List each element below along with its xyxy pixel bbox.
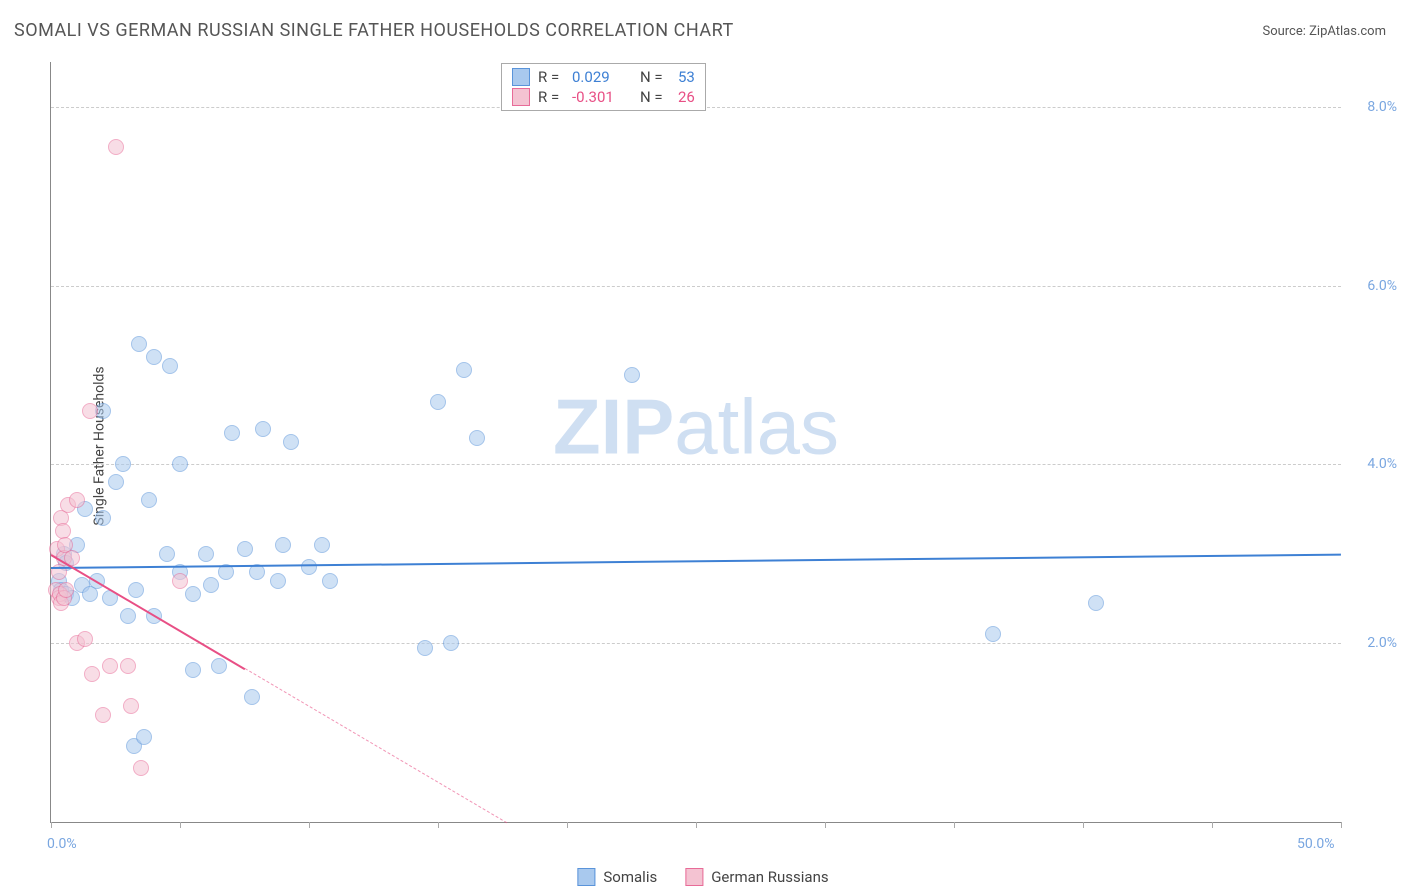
data-point <box>123 698 139 714</box>
data-point <box>133 760 149 776</box>
data-point <box>314 537 330 553</box>
data-point <box>58 582 74 598</box>
x-tick-mark <box>1341 822 1342 828</box>
data-point <box>1088 595 1104 611</box>
trendline-extrapolated <box>244 668 506 823</box>
data-point <box>198 546 214 562</box>
data-point <box>162 358 178 374</box>
data-point <box>283 434 299 450</box>
x-tick-mark <box>51 822 52 828</box>
data-point <box>108 139 124 155</box>
data-point <box>120 658 136 674</box>
data-point <box>430 394 446 410</box>
data-point <box>185 662 201 678</box>
legend-label: Somalis <box>603 868 657 886</box>
x-tick-mark <box>696 822 697 828</box>
data-point <box>69 492 85 508</box>
data-point <box>224 425 240 441</box>
x-tick-mark <box>1083 822 1084 828</box>
stats-legend: R = 0.029 N = 53 R = -0.301 N = 26 <box>501 63 706 111</box>
data-point <box>275 537 291 553</box>
data-point <box>95 510 111 526</box>
r-value-german-russians: -0.301 <box>572 88 632 106</box>
swatch-german-russians <box>512 88 530 106</box>
data-point <box>417 640 433 656</box>
data-point <box>624 367 640 383</box>
n-value-somalis: 53 <box>678 68 695 86</box>
data-point <box>237 541 253 557</box>
trendline <box>50 554 245 670</box>
gridline <box>51 286 1341 287</box>
data-point <box>443 635 459 651</box>
data-point <box>141 492 157 508</box>
data-point <box>120 608 136 624</box>
series-legend: Somalis German Russians <box>577 868 828 886</box>
swatch-somalis <box>512 68 530 86</box>
chart-title: SOMALI VS GERMAN RUSSIAN SINGLE FATHER H… <box>14 20 734 41</box>
y-tick-label: 4.0% <box>1367 456 1397 472</box>
x-tick-mark <box>954 822 955 828</box>
gridline <box>51 464 1341 465</box>
stats-row-german-russians: R = -0.301 N = 26 <box>512 88 695 106</box>
x-tick-mark <box>567 822 568 828</box>
y-tick-label: 6.0% <box>1367 278 1397 294</box>
r-value-somalis: 0.029 <box>572 68 632 86</box>
data-point <box>301 559 317 575</box>
data-point <box>84 666 100 682</box>
x-tick-mark <box>309 822 310 828</box>
x-tick-mark <box>180 822 181 828</box>
data-point <box>172 573 188 589</box>
data-point <box>172 456 188 472</box>
data-point <box>77 631 93 647</box>
x-tick-mark <box>825 822 826 828</box>
watermark: ZIPatlas <box>553 381 839 472</box>
data-point <box>131 336 147 352</box>
data-point <box>255 421 271 437</box>
gridline <box>51 643 1341 644</box>
data-point <box>128 582 144 598</box>
data-point <box>469 430 485 446</box>
correlation-chart: SOMALI VS GERMAN RUSSIAN SINGLE FATHER H… <box>0 0 1406 892</box>
legend-swatch <box>685 868 703 886</box>
data-point <box>102 658 118 674</box>
data-point <box>95 707 111 723</box>
y-tick-label: 2.0% <box>1367 635 1397 651</box>
data-point <box>185 586 201 602</box>
data-point <box>985 626 1001 642</box>
data-point <box>159 546 175 562</box>
source-label: Source: ZipAtlas.com <box>1262 24 1386 39</box>
y-tick-label: 8.0% <box>1367 99 1397 115</box>
x-tick-mark <box>1212 822 1213 828</box>
legend-item: German Russians <box>685 868 828 886</box>
data-point <box>82 403 98 419</box>
data-point <box>456 362 472 378</box>
x-tick-label: 0.0% <box>47 836 77 852</box>
x-tick-mark <box>438 822 439 828</box>
data-point <box>203 577 219 593</box>
plot-area: ZIPatlas R = 0.029 N = 53 R = -0.301 N =… <box>50 62 1341 823</box>
data-point <box>211 658 227 674</box>
data-point <box>115 456 131 472</box>
data-point <box>146 349 162 365</box>
stats-row-somalis: R = 0.029 N = 53 <box>512 68 695 86</box>
data-point <box>322 573 338 589</box>
x-tick-label: 50.0% <box>1297 836 1335 852</box>
n-value-german-russians: 26 <box>678 88 695 106</box>
legend-item: Somalis <box>577 868 657 886</box>
data-point <box>270 573 286 589</box>
data-point <box>108 474 124 490</box>
legend-label: German Russians <box>711 868 828 886</box>
legend-swatch <box>577 868 595 886</box>
data-point <box>136 729 152 745</box>
data-point <box>244 689 260 705</box>
